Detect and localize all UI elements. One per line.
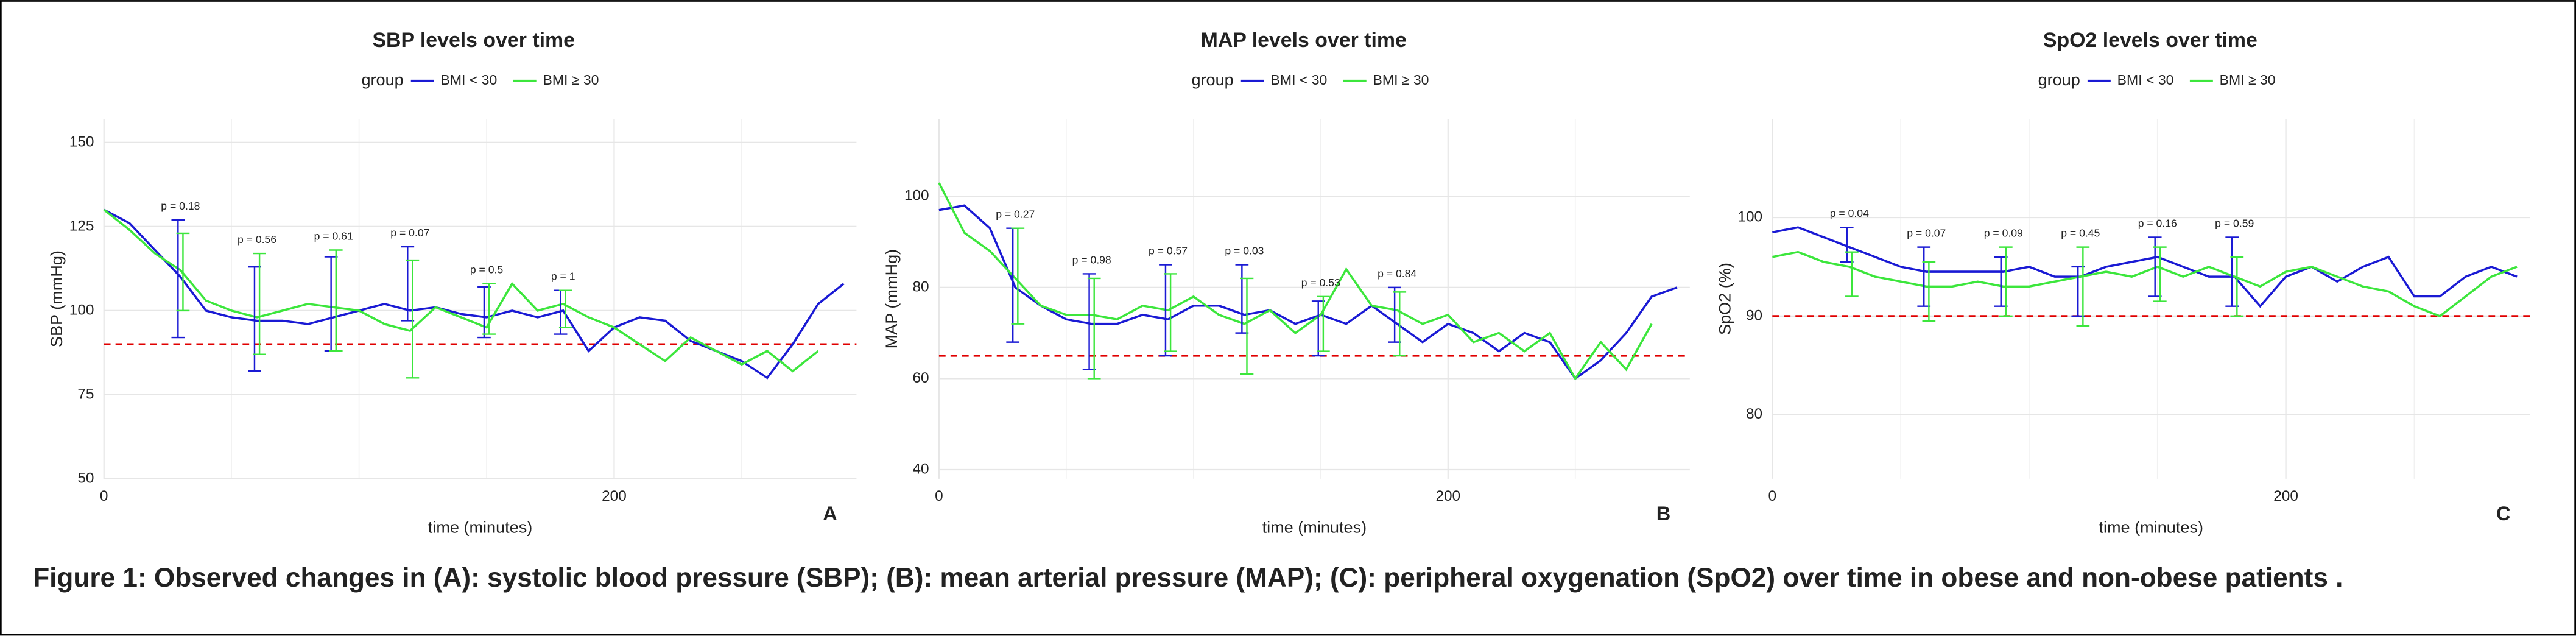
y-axis-label: SBP (mmHg) (47, 250, 66, 347)
error-bar (171, 219, 185, 339)
error-bar (1393, 291, 1407, 357)
p-value-label: p = 0.56 (238, 233, 276, 246)
y-axis-label: MAP (mmHg) (882, 249, 901, 348)
chart-title: SBP levels over time (372, 29, 575, 52)
p-value-label: p = 0.53 (1301, 277, 1340, 289)
x-axis-label: time (minutes) (1262, 517, 1367, 536)
series-line (1772, 250, 2518, 317)
error-bar (1999, 246, 2013, 317)
chart-title: SpO2 levels over time (2043, 29, 2258, 52)
error-bar (1922, 261, 1936, 322)
p-value-label: p = 0.98 (1072, 253, 1111, 266)
y-tick-label: 90 (1746, 307, 1762, 323)
panel: 50 75 100 125 150 0 200 SBP levels over time tim… (47, 29, 857, 536)
p-value-label: p = 0.16 (2138, 217, 2177, 229)
error-bar (2076, 246, 2090, 327)
legend-label: BMI ≥ 30 (1373, 72, 1429, 88)
p-value-label: p = 0.27 (996, 208, 1035, 221)
x-tick-label: 200 (1435, 488, 1460, 504)
y-tick-label: 100 (904, 188, 929, 204)
legend-label: BMI < 30 (2117, 72, 2174, 88)
error-bar (558, 289, 572, 328)
error-bar (406, 259, 420, 379)
chart-title: MAP levels over time (1201, 29, 1407, 52)
y-tick-label: 125 (69, 217, 94, 234)
p-value-label: p = 0.84 (1378, 267, 1416, 280)
panel-label: A (823, 503, 837, 525)
error-bar (329, 249, 343, 352)
p-value-label: p = 0.59 (2215, 217, 2254, 229)
y-tick-label: 80 (912, 278, 929, 295)
y-tick-label: 60 (912, 370, 929, 386)
error-bar (1240, 277, 1254, 375)
series-line (938, 204, 1678, 380)
panel: 40 60 80 100 0 200 MAP levels over time time (m… (882, 29, 1690, 536)
error-bar (482, 283, 496, 335)
legend-label: BMI < 30 (1271, 72, 1328, 88)
error-bar (253, 252, 266, 355)
p-value-label: p = 0.45 (2061, 227, 2100, 239)
x-tick-label: 0 (1768, 488, 1777, 504)
caption: Figure 1: Observed changes in (A): systo… (33, 563, 2343, 593)
y-tick-label: 100 (1737, 208, 1762, 225)
panel: 80 90 100 0 200 SpO2 levels over time time (mi… (1716, 29, 2530, 536)
legend-label: BMI ≥ 30 (543, 72, 599, 88)
legend-title: group (2038, 70, 2080, 89)
p-value-label: p = 0.07 (1907, 227, 1946, 239)
error-bar (1845, 251, 1859, 297)
y-tick-label: 50 (77, 470, 94, 486)
panel-label: B (1656, 503, 1670, 525)
x-tick-label: 200 (602, 488, 627, 504)
p-value-label: p = 0.03 (1225, 244, 1264, 256)
panel-label: C (2496, 503, 2510, 525)
x-tick-label: 0 (100, 488, 108, 504)
series-line (103, 208, 819, 373)
legend-label: BMI ≥ 30 (2220, 72, 2276, 88)
error-bar (2153, 246, 2167, 302)
p-value-label: p = 0.04 (1830, 207, 1869, 219)
y-tick-label: 150 (69, 133, 94, 150)
series-line (938, 182, 1653, 381)
p-value-label: p = 0.18 (161, 200, 200, 212)
x-tick-label: 200 (2273, 488, 2298, 504)
error-bar (1317, 295, 1330, 352)
p-value-label: p = 1 (551, 270, 575, 283)
error-bar (1164, 273, 1177, 352)
x-tick-label: 0 (935, 488, 943, 504)
x-axis-label: time (minutes) (428, 517, 533, 536)
y-tick-label: 80 (1746, 406, 1762, 422)
series-line (1772, 226, 2518, 308)
error-bar (2230, 256, 2244, 317)
p-value-label: p = 0.5 (470, 264, 504, 276)
legend-label: BMI < 30 (441, 72, 498, 88)
legend-title: group (1191, 70, 1233, 89)
p-value-label: p = 0.09 (1984, 227, 2023, 239)
error-bar (1087, 277, 1101, 380)
y-tick-label: 40 (912, 461, 929, 477)
x-axis-label: time (minutes) (2099, 517, 2203, 536)
error-bar (1159, 264, 1172, 357)
y-tick-label: 75 (77, 386, 94, 402)
p-value-label: p = 0.61 (314, 230, 353, 242)
legend-title: group (361, 70, 403, 89)
y-tick-label: 100 (69, 302, 94, 318)
p-value-label: p = 0.57 (1149, 244, 1188, 256)
error-bar (1011, 227, 1025, 325)
p-value-label: p = 0.07 (390, 227, 429, 239)
y-axis-label: SpO2 (%) (1716, 263, 1734, 335)
error-bar (176, 232, 190, 312)
